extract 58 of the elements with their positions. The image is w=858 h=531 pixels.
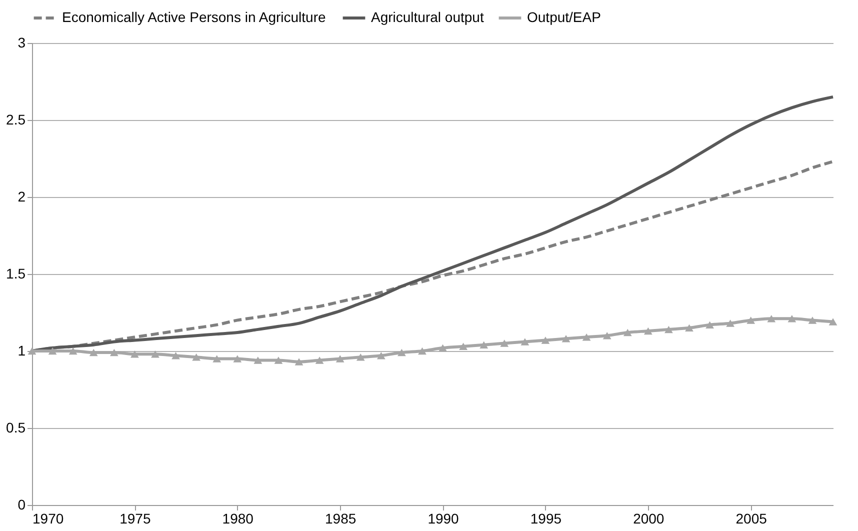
point — [582, 334, 591, 341]
point — [212, 355, 222, 362]
legend-label: Output/EAP — [527, 9, 601, 25]
point — [68, 347, 78, 355]
point — [562, 335, 570, 342]
point — [172, 352, 180, 360]
point — [294, 358, 304, 366]
x-tick-label: 1985 — [325, 510, 356, 526]
point — [376, 352, 386, 360]
point — [788, 315, 796, 322]
point — [89, 348, 98, 356]
x-tick-label: 1980 — [222, 510, 254, 526]
point — [28, 347, 36, 355]
y-tick-label: 3 — [18, 34, 26, 50]
point — [685, 324, 694, 332]
y-tick-label: 2.5 — [6, 112, 26, 128]
point — [130, 350, 139, 358]
point — [767, 315, 776, 322]
legend-label: Economically Active Persons in Agriculture — [62, 9, 326, 25]
point — [356, 354, 365, 361]
point — [602, 332, 612, 340]
point — [480, 341, 488, 348]
point — [192, 354, 200, 361]
x-tick-label: 1990 — [428, 510, 460, 526]
point — [644, 327, 652, 335]
point — [110, 348, 118, 356]
x-tick-label: 1995 — [530, 510, 562, 526]
point — [828, 318, 838, 326]
point — [459, 342, 468, 350]
point — [438, 344, 447, 352]
x-tick-label: 2000 — [633, 510, 664, 526]
point — [398, 348, 406, 356]
point — [746, 316, 756, 324]
y-tick-label: 1.5 — [6, 266, 26, 282]
point — [233, 355, 242, 362]
x-tick-label: 1970 — [32, 510, 64, 526]
point — [274, 356, 283, 364]
x-tick-label: 2005 — [736, 510, 768, 526]
point — [500, 340, 509, 347]
point — [664, 326, 673, 334]
y-tick-label: 0 — [18, 496, 26, 512]
y-tick-label: 0.5 — [6, 420, 26, 436]
point — [336, 355, 344, 362]
y-tick-label: 1 — [18, 342, 26, 358]
legend-label: Agricultural output — [371, 9, 484, 25]
point — [254, 356, 262, 364]
point — [726, 320, 734, 327]
point — [48, 347, 57, 355]
x-tick-label: 1975 — [120, 510, 151, 526]
point — [418, 347, 426, 355]
point — [808, 316, 817, 324]
point — [315, 356, 324, 364]
y-tick-label: 2 — [18, 188, 26, 204]
point — [151, 350, 160, 358]
point — [541, 336, 550, 344]
point — [623, 328, 632, 336]
point — [520, 338, 530, 346]
point — [706, 321, 714, 328]
